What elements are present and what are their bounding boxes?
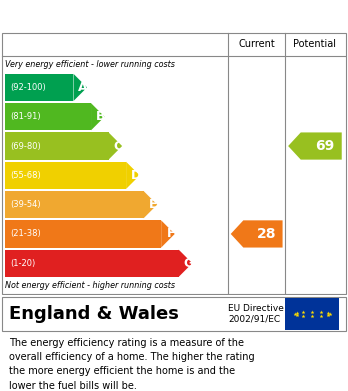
Polygon shape	[179, 249, 192, 277]
Polygon shape	[231, 221, 283, 248]
Text: Very energy efficient - lower running costs: Very energy efficient - lower running co…	[5, 60, 175, 69]
Text: (81-91): (81-91)	[10, 112, 41, 121]
Text: EU Directive
2002/91/EC: EU Directive 2002/91/EC	[228, 304, 284, 324]
Bar	[5, 133, 109, 160]
Polygon shape	[73, 74, 87, 101]
Text: E: E	[149, 198, 158, 211]
Polygon shape	[161, 221, 175, 248]
Text: 28: 28	[257, 227, 276, 241]
Text: (92-100): (92-100)	[10, 83, 46, 92]
Polygon shape	[109, 133, 122, 160]
Bar	[5, 249, 179, 277]
Text: (69-80): (69-80)	[10, 142, 41, 151]
Bar	[5, 74, 73, 101]
Text: G: G	[183, 257, 193, 270]
Text: England & Wales: England & Wales	[9, 305, 179, 323]
Bar	[285, 298, 339, 330]
Text: The energy efficiency rating is a measure of the
overall efficiency of a home. T: The energy efficiency rating is a measur…	[9, 338, 254, 391]
Text: (21-38): (21-38)	[10, 230, 41, 239]
Text: D: D	[130, 169, 141, 182]
Text: 69: 69	[315, 139, 334, 153]
Text: (55-68): (55-68)	[10, 171, 41, 180]
Polygon shape	[144, 191, 157, 218]
Text: (39-54): (39-54)	[10, 200, 41, 209]
Polygon shape	[288, 133, 342, 160]
Text: (1-20): (1-20)	[10, 259, 36, 268]
Text: Not energy efficient - higher running costs: Not energy efficient - higher running co…	[5, 281, 175, 290]
Text: Current: Current	[238, 39, 275, 50]
Text: Energy Efficiency Rating: Energy Efficiency Rating	[9, 9, 230, 23]
Bar	[5, 221, 161, 248]
Text: B: B	[96, 110, 105, 123]
Text: A: A	[78, 81, 88, 94]
Text: F: F	[167, 228, 175, 240]
Bar	[5, 162, 126, 189]
Bar	[5, 191, 144, 218]
Text: C: C	[114, 140, 123, 152]
Polygon shape	[126, 162, 140, 189]
Polygon shape	[91, 103, 105, 130]
Bar	[5, 103, 91, 130]
Text: Potential: Potential	[293, 39, 337, 50]
